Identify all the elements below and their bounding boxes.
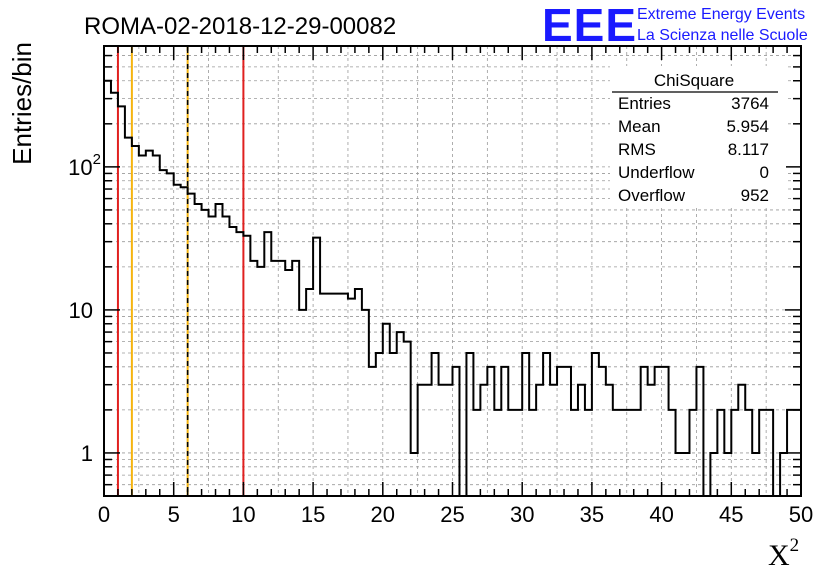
y-tick-label: 102 [68, 151, 101, 180]
x-axis-label-base: X [768, 539, 790, 572]
y-tick-label-base: 10 [68, 155, 92, 180]
x-tick-label: 5 [168, 502, 180, 527]
stats-row-label: RMS [618, 140, 656, 159]
x-tick-label: 30 [510, 502, 534, 527]
grid-lines [104, 46, 801, 496]
stats-title: ChiSquare [654, 71, 734, 90]
x-tick-label: 45 [719, 502, 743, 527]
axes [103, 45, 802, 497]
logo-acronym: EEE [542, 0, 637, 51]
histogram-outline [104, 79, 801, 496]
stats-row-value: 952 [741, 186, 769, 205]
stats-row-value: 5.954 [726, 117, 769, 136]
stats-row-label: Entries [618, 94, 671, 113]
chart-title: ROMA-02-2018-12-29-00082 [84, 13, 396, 40]
stats-row-value: 8.117 [728, 140, 769, 159]
x-tick-label: 20 [371, 502, 395, 527]
y-tick-label: 1 [81, 441, 93, 466]
x-axis-label: X2 [768, 535, 799, 572]
stats-row-value: 0 [760, 163, 769, 182]
x-tick-label: 25 [440, 502, 464, 527]
x-tick-label: 35 [580, 502, 604, 527]
x-tick-labels: 0 5 10 15 20 25 30 35 40 45 50 [98, 502, 813, 527]
stats-row-label: Underflow [618, 163, 695, 182]
x-tick-label: 0 [98, 502, 110, 527]
stats-box: ChiSquare Entries 3764 Mean 5.954 RMS 8.117 Un… [610, 66, 786, 208]
x-tick-label: 10 [231, 502, 255, 527]
y-tick-label-base: 10 [69, 298, 93, 323]
stats-row-value: 3764 [731, 94, 769, 113]
eee-logo: EEE Extreme Energy Events La Scienza nel… [542, 0, 808, 51]
stats-rows: Entries 3764 Mean 5.954 RMS 8.117 Underflow 0 Ov… [618, 94, 769, 205]
y-tick-label-exp: 2 [93, 151, 101, 168]
histogram-bins [104, 79, 801, 496]
stats-row-label: Mean [618, 117, 661, 136]
x-axis-label-exp: 2 [790, 535, 800, 556]
x-tick-label: 40 [649, 502, 673, 527]
stats-box-bg [610, 66, 786, 208]
logo-line1: Extreme Energy Events [637, 6, 805, 23]
x-tick-label: 15 [301, 502, 325, 527]
y-axis-label: Entries/bin [7, 42, 37, 165]
reference-lines [116, 46, 245, 496]
stats-row-label: Overflow [618, 186, 686, 205]
y-tick-label: 10 [69, 298, 93, 323]
logo-line2: La Scienza nelle Scuole [637, 27, 808, 44]
x-tick-label: 50 [789, 502, 813, 527]
y-tick-label-base: 1 [81, 441, 93, 466]
